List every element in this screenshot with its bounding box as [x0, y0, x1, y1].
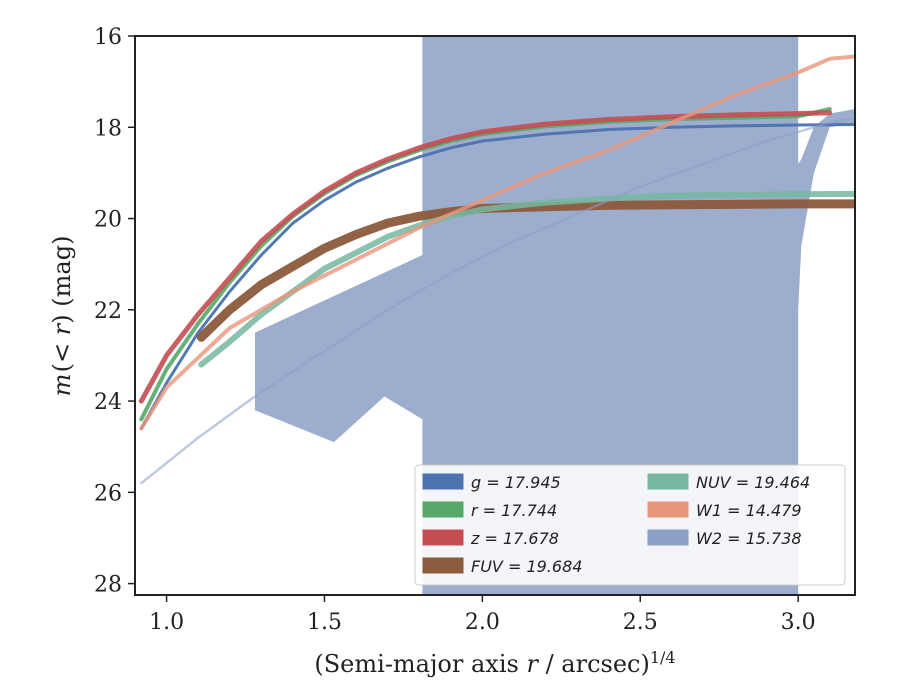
y-tick-label: 22	[94, 299, 122, 324]
axes-ticks: 1.0 1.5 2.0 2.5 3.0 16 18 20 22 24 26 28	[94, 25, 816, 635]
x-tick-label: 3.0	[781, 610, 816, 635]
y-tick-label: 16	[94, 25, 122, 50]
legend-swatch-g	[422, 473, 464, 490]
data-layer	[138, 36, 855, 595]
series-line-w2	[140, 116, 855, 485]
series-line-g	[139, 123, 855, 430]
y-tick-label: 20	[94, 208, 122, 233]
legend-label-nuv: NUV = 19.464	[696, 473, 810, 492]
legend-label-w2: W2 = 15.738	[696, 529, 802, 548]
legend-swatch-w2	[647, 529, 689, 546]
x-tick-label: 2.5	[623, 610, 658, 635]
legend-swatch-fuv	[422, 557, 464, 574]
w2-uncertainty-band	[255, 36, 855, 595]
legend-label-r: r = 17.744	[471, 501, 557, 520]
x-tick-label: 2.0	[465, 610, 500, 635]
legend-swatch-r	[422, 501, 464, 518]
legend-swatch-nuv	[647, 473, 689, 490]
y-tick-label: 28	[94, 573, 122, 598]
legend-label-z: z = 17.678	[470, 529, 559, 548]
legend-swatch-z	[422, 529, 464, 546]
legend-box	[414, 464, 846, 586]
plot-frame	[134, 35, 856, 596]
legend-swatch-w1	[647, 501, 689, 518]
x-tick-label: 1.0	[149, 610, 184, 635]
legend-label-w1: W1 = 14.479	[696, 501, 802, 520]
y-axis-label: mm((< r) (mag)	[48, 236, 76, 397]
x-axis-label: (Semi-major axis r / arcsec)1/4	[314, 648, 675, 679]
x-tick-label: 1.5	[307, 610, 342, 635]
y-tick-label: 18	[94, 116, 122, 141]
legend-label-g: g = 17.945	[471, 473, 561, 492]
y-tick-label: 26	[94, 481, 122, 506]
y-tick-label: 24	[94, 390, 122, 415]
series-line-w1	[139, 54, 855, 431]
series-line-fuv	[196, 199, 855, 342]
legend: g = 17.945 r = 17.744 z = 17.678 FUV = 19.6…	[414, 464, 846, 586]
legend-label-fuv: FUV = 19.684	[471, 557, 582, 576]
